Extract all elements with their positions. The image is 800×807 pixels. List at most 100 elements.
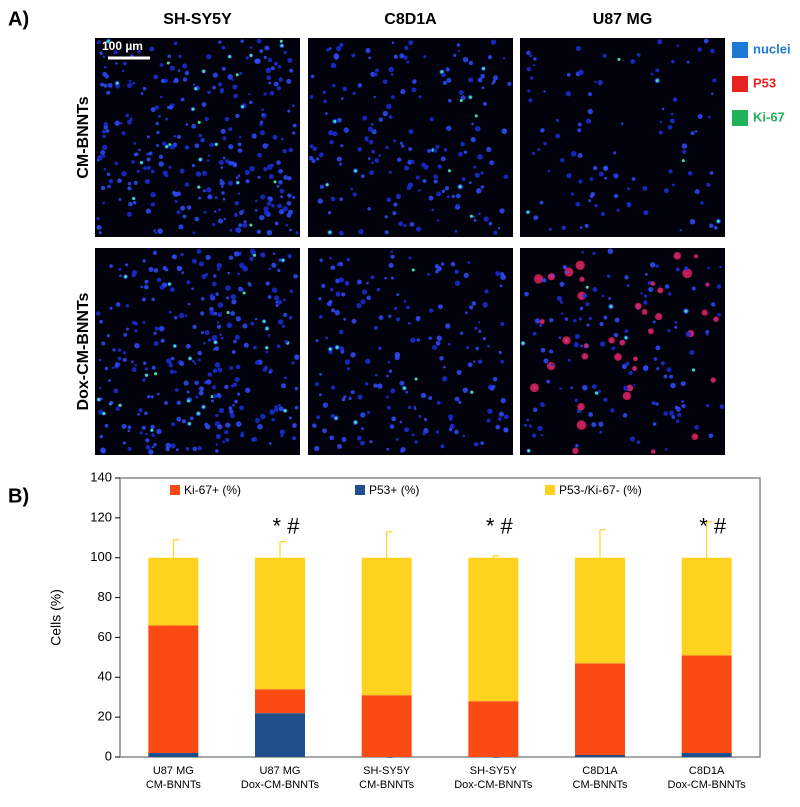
nucleus xyxy=(403,55,408,60)
nucleus xyxy=(643,210,649,216)
nucleus xyxy=(225,422,231,428)
nucleus xyxy=(318,152,324,158)
nucleus xyxy=(391,416,397,422)
nucleus xyxy=(346,367,351,371)
nucleus xyxy=(642,186,648,191)
nucleus xyxy=(104,65,107,69)
nucleus xyxy=(215,292,219,296)
nucleus xyxy=(125,113,130,118)
ki67-spot xyxy=(353,420,357,424)
nucleus xyxy=(556,295,562,302)
nucleus xyxy=(461,177,466,182)
nucleus xyxy=(117,348,122,352)
nucleus xyxy=(123,332,128,337)
nucleus xyxy=(289,68,294,73)
bar-segment xyxy=(361,557,412,696)
nucleus xyxy=(165,442,172,449)
nucleus xyxy=(620,122,624,125)
y-axis-label: Cells (%) xyxy=(48,589,64,646)
nucleus xyxy=(294,354,300,360)
nucleus xyxy=(134,364,137,367)
nucleus xyxy=(158,161,165,167)
x-tick-label: C8D1A Dox-CM-BNNTs xyxy=(667,765,746,791)
nucleus xyxy=(570,386,574,390)
legend-swatch xyxy=(170,485,180,495)
nucleus xyxy=(234,399,238,404)
nucleus xyxy=(398,221,404,227)
p53-spot xyxy=(622,391,632,401)
nucleus xyxy=(470,137,476,143)
nucleus xyxy=(237,192,241,195)
nucleus xyxy=(202,189,206,193)
nucleus xyxy=(537,148,541,152)
nucleus xyxy=(336,156,342,162)
nucleus xyxy=(460,141,465,147)
nucleus xyxy=(562,265,567,270)
nucleus xyxy=(411,87,417,93)
nucleus xyxy=(127,181,132,186)
y-tick-label: 100 xyxy=(90,549,112,564)
nucleus xyxy=(432,344,438,350)
nucleus xyxy=(659,120,663,124)
nucleus xyxy=(488,221,493,226)
significance: * # xyxy=(699,514,727,539)
nucleus xyxy=(219,178,223,182)
nucleus xyxy=(598,171,604,177)
nucleus xyxy=(322,428,327,434)
nucleus xyxy=(179,168,185,174)
nucleus xyxy=(457,49,461,53)
p53-spot xyxy=(530,383,539,393)
nucleus xyxy=(500,284,503,288)
nucleus xyxy=(670,382,676,389)
nucleus xyxy=(565,91,571,97)
nucleus xyxy=(106,334,110,338)
ki67-spot xyxy=(681,159,685,163)
nucleus xyxy=(373,383,378,388)
nucleus xyxy=(220,336,224,340)
nucleus xyxy=(446,195,450,199)
nucleus xyxy=(276,160,281,165)
nucleus xyxy=(268,370,272,374)
ki67-spot xyxy=(273,180,277,184)
nucleus xyxy=(441,72,446,78)
p53-spot xyxy=(579,276,585,282)
nucleus xyxy=(613,193,619,199)
nucleus xyxy=(114,161,119,166)
ki67-spot xyxy=(196,412,200,416)
nucleus xyxy=(191,258,197,264)
column-header: U87 MG xyxy=(593,11,653,28)
nucleus xyxy=(209,310,215,316)
nucleus xyxy=(477,77,483,83)
nucleus xyxy=(187,302,191,306)
nucleus xyxy=(340,349,345,354)
nucleus xyxy=(356,302,362,309)
nucleus xyxy=(577,122,582,127)
p53-spot xyxy=(577,402,585,411)
ki67-spot xyxy=(470,390,474,394)
nucleus xyxy=(310,74,315,79)
nucleus xyxy=(157,228,163,234)
nucleus xyxy=(237,286,243,292)
nucleus xyxy=(710,302,716,307)
ki67-spot xyxy=(469,214,473,218)
nucleus xyxy=(145,438,150,443)
nucleus xyxy=(623,385,629,391)
nucleus xyxy=(119,274,122,278)
nucleus xyxy=(271,262,277,268)
nucleus xyxy=(198,390,204,396)
p53-spot xyxy=(650,449,656,454)
nucleus xyxy=(168,165,172,169)
nucleus xyxy=(626,284,630,288)
nucleus xyxy=(106,90,111,95)
nucleus xyxy=(341,437,347,442)
nucleus xyxy=(119,121,123,125)
nucleus xyxy=(474,125,481,132)
nucleus xyxy=(287,254,292,259)
nucleus xyxy=(493,230,498,235)
nucleus xyxy=(572,319,577,323)
nucleus xyxy=(242,323,248,329)
nucleus xyxy=(268,174,274,179)
nucleus xyxy=(257,152,262,158)
nucleus xyxy=(266,164,273,170)
nucleus xyxy=(109,306,113,310)
